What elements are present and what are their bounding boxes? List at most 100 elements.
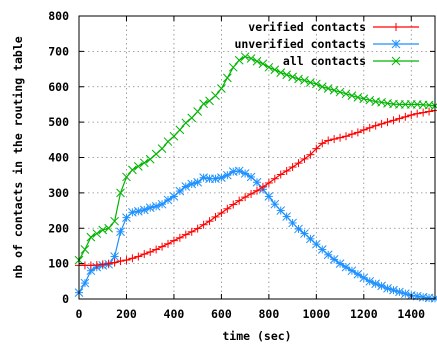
y-tick-label: 600 [48, 80, 69, 94]
verified-contacts-point [312, 144, 321, 153]
y-tick-label: 0 [62, 292, 69, 306]
unverified-contacts-point [389, 285, 398, 295]
all-contacts-point [193, 107, 203, 116]
all-contacts-point [240, 52, 250, 62]
unverified-contacts-point [395, 287, 404, 297]
all-contacts-point [80, 245, 90, 254]
all-contacts-point [98, 225, 108, 235]
all-contacts-point [116, 188, 125, 198]
unverified-contacts-point [252, 177, 262, 187]
all-contacts-point [288, 72, 297, 82]
verified-contacts-point [371, 121, 380, 130]
unverified-contacts-point [264, 192, 274, 201]
grid-lines [79, 16, 435, 299]
verified-contacts-point [383, 118, 392, 127]
verified-contacts-point [181, 230, 190, 239]
verified-contacts-point [365, 123, 374, 132]
unverified-contacts-point [193, 177, 203, 187]
unverified-contacts-point [175, 186, 185, 196]
all-contacts-point [222, 73, 232, 83]
verified-contacts-point [247, 189, 256, 198]
unverified-contacts-point [329, 255, 339, 264]
series-layer [74, 52, 437, 303]
verified-contacts-point [140, 250, 149, 259]
unverified-contacts-point [234, 166, 244, 176]
verified-contacts-point [235, 196, 244, 205]
all-contacts-point [335, 87, 345, 97]
unverified-contacts-legend-marker [391, 39, 401, 49]
y-tick-label: 800 [48, 9, 69, 23]
verified-contacts-point [122, 256, 131, 265]
all-contacts-point [353, 93, 363, 102]
verified-contacts-point [92, 261, 101, 270]
verified-contacts-point [128, 254, 137, 263]
verified-contacts-point [187, 227, 196, 236]
all-contacts-point [133, 161, 143, 171]
all-contacts-point [306, 78, 315, 87]
verified-contacts-point [104, 259, 113, 268]
x-tick-label: 400 [164, 307, 185, 321]
verified-contacts-point [258, 182, 267, 191]
verified-contacts-point [253, 186, 261, 195]
unverified-contacts-point [211, 174, 220, 184]
verified-contacts-point [324, 136, 333, 145]
x-tick-label: 1200 [350, 307, 378, 321]
all-contacts-point [86, 232, 96, 242]
verified-contacts-point [425, 107, 434, 116]
verified-contacts-point [264, 178, 273, 187]
all-contacts-point [92, 229, 102, 238]
all-contacts-point [157, 144, 167, 154]
y-tick-label: 700 [48, 44, 69, 58]
x-axis-label: time (sec) [222, 329, 291, 343]
y-tick-label: 500 [48, 115, 69, 129]
verified-contacts-point [413, 109, 422, 118]
verified-contacts-point [193, 224, 202, 233]
verified-contacts-point [205, 217, 214, 226]
unverified-contacts-point [151, 201, 161, 211]
verified-contacts-point [336, 133, 345, 142]
verified-contacts-point [146, 247, 155, 256]
unverified-contacts-point [199, 173, 208, 183]
verified-contacts-point [152, 245, 161, 254]
unverified-contacts-point [359, 273, 369, 283]
all-contacts-point [282, 70, 292, 80]
verified-contacts-point [342, 132, 350, 141]
verified-contacts-point [217, 209, 226, 218]
all-contacts-point [211, 91, 220, 100]
verified-contacts-point [223, 204, 232, 213]
verified-contacts-point [359, 125, 368, 134]
verified-contacts-point [288, 163, 297, 172]
y-tick-label: 300 [48, 186, 69, 200]
unverified-contacts-point [116, 227, 125, 237]
verified-contacts-point [318, 139, 327, 148]
all-contacts-point [252, 56, 262, 66]
verified-contacts-point [377, 119, 386, 128]
unverified-contacts-point [400, 289, 410, 299]
x-tick-label: 1400 [397, 307, 425, 321]
unverified-contacts-point [311, 239, 321, 249]
axis-ticks: 0 100 200 300 400 500 600 700 800 0 200 400 600 800 10… [48, 9, 435, 321]
unverified-contacts-point [323, 250, 333, 260]
all-contacts-point [329, 85, 339, 95]
verified-contacts-point [353, 128, 362, 137]
all-contacts-legend-marker [391, 56, 401, 66]
y-axis-label: nb of contacts in the routing table [11, 36, 25, 278]
x-tick-label: 800 [258, 307, 279, 321]
all-contacts-point [258, 59, 268, 69]
verified-contacts-point [306, 150, 315, 159]
legend-label: verified contacts [248, 20, 366, 34]
all-contacts-point [246, 54, 256, 63]
all-contacts-point [276, 68, 286, 77]
x-tick-label: 600 [211, 307, 232, 321]
verified-contacts-point [199, 220, 208, 229]
verified-contacts-point [110, 258, 119, 267]
all-contacts-point [199, 99, 208, 109]
legend: verified contacts unverified contacts all … [234, 20, 419, 68]
unverified-contacts-point [80, 278, 90, 288]
verified-contacts-point [270, 174, 279, 183]
unverified-contacts-point [430, 293, 437, 303]
all-contacts-point [122, 172, 131, 182]
unverified-contacts-point [139, 205, 149, 215]
all-contacts-point [365, 95, 375, 105]
